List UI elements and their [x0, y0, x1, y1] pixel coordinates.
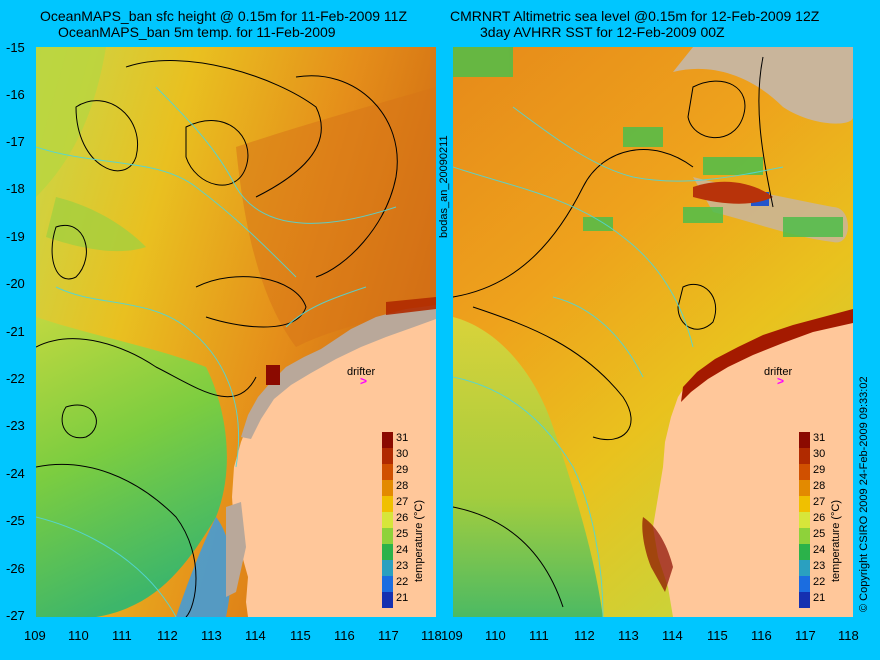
left-sst-map [36, 47, 436, 617]
colorbar-tick-label: 26 [396, 512, 409, 524]
y-tick-label: -22 [6, 371, 25, 386]
y-tick-label: -27 [6, 608, 25, 623]
x-tick-label: 113 [201, 628, 222, 643]
drifter-marker-left: > [360, 374, 368, 388]
x-tick-label: 110 [485, 628, 506, 643]
x-tick-label: 117 [795, 628, 816, 643]
colorbar-tick-label: 29 [396, 464, 409, 476]
colorbar-tick-label: 27 [396, 496, 409, 508]
x-tick-label: 113 [618, 628, 639, 643]
colorbar-tick-label: 26 [813, 512, 826, 524]
colorbar-tick-label: 25 [396, 528, 409, 540]
colorbar-tick-label: 24 [813, 544, 826, 556]
copyright-label: © Copyright CSIRO 2009 24-Feb-2009 09:33… [858, 376, 870, 612]
x-tick-label: 112 [574, 628, 595, 643]
colorbar-swatch [799, 496, 810, 512]
colorbar-tick-label: 23 [396, 560, 409, 572]
colorbar-tick-label: 22 [813, 576, 826, 588]
colorbar-swatch [799, 576, 810, 592]
colorbar-swatch [799, 432, 810, 448]
colorbar-tick-label: 23 [813, 560, 826, 572]
colorbar-swatch [382, 480, 393, 496]
run-id-label: bodas_an_20090211 [438, 135, 450, 238]
colorbar-swatch [799, 448, 810, 464]
colorbar-left [382, 432, 393, 608]
y-tick-label: -25 [6, 513, 25, 528]
colorbar-tick-label: 30 [813, 448, 826, 460]
y-tick-label: -21 [6, 324, 25, 339]
colorbar-tick-label: 31 [396, 432, 409, 444]
colorbar-swatch [799, 512, 810, 528]
colorbar-tick-label: 22 [396, 576, 409, 588]
colorbar-swatch [799, 480, 810, 496]
colorbar-swatch [382, 528, 393, 544]
x-tick-label: 114 [662, 628, 683, 643]
colorbar-swatch [382, 576, 393, 592]
colorbar-swatch [382, 560, 393, 576]
colorbar-swatch [799, 560, 810, 576]
colorbar-tick-label: 27 [813, 496, 826, 508]
x-tick-label: 115 [707, 628, 728, 643]
colorbar-tick-label: 30 [396, 448, 409, 460]
colorbar-tick-label: 29 [813, 464, 826, 476]
colorbar-title-left: temperature (°C) [413, 499, 425, 582]
x-tick-label: 111 [529, 628, 549, 643]
right-title-line1: CMRNRT Altimetric sea level @0.15m for 1… [450, 8, 820, 24]
x-tick-label: 112 [157, 628, 178, 643]
drifter-marker-right: > [777, 374, 785, 388]
x-tick-label: 111 [112, 628, 132, 643]
left-map-panel [36, 47, 436, 617]
y-tick-label: -23 [6, 418, 25, 433]
x-tick-label: 110 [68, 628, 89, 643]
y-tick-label: -15 [6, 40, 25, 55]
colorbar-swatch [382, 512, 393, 528]
x-tick-label: 118 [421, 628, 442, 643]
drifter-label-right: drifter [764, 366, 793, 378]
colorbar-swatch [799, 544, 810, 560]
colorbar-title-right: temperature (°C) [830, 499, 842, 582]
colorbar-swatch [382, 544, 393, 560]
y-tick-label: -26 [6, 561, 25, 576]
y-tick-label: -18 [6, 181, 25, 196]
colorbar-swatch [382, 464, 393, 480]
colorbar-swatch [382, 432, 393, 448]
x-tick-label: 118 [838, 628, 859, 643]
colorbar-right [799, 432, 810, 608]
colorbar-tick-label: 24 [396, 544, 409, 556]
right-map-panel [453, 47, 853, 617]
left-title-line2: OceanMAPS_ban 5m temp. for 11-Feb-2009 [58, 24, 336, 40]
colorbar-tick-label: 25 [813, 528, 826, 540]
right-sst-map [453, 47, 853, 617]
colorbar-tick-label: 28 [813, 480, 826, 492]
x-tick-label: 115 [290, 628, 311, 643]
x-tick-label: 117 [378, 628, 399, 643]
x-tick-label: 109 [441, 628, 463, 643]
x-tick-label: 109 [24, 628, 46, 643]
right-title-line2: 3day AVHRR SST for 12-Feb-2009 00Z [480, 24, 725, 40]
y-tick-label: -17 [6, 134, 25, 149]
colorbar-swatch [382, 592, 393, 608]
y-tick-label: -20 [6, 276, 25, 291]
colorbar-tick-label: 31 [813, 432, 826, 444]
colorbar-swatch [382, 448, 393, 464]
colorbar-tick-label: 28 [396, 480, 409, 492]
colorbar-swatch [799, 528, 810, 544]
y-tick-label: -16 [6, 87, 25, 102]
left-title-line1: OceanMAPS_ban sfc height @ 0.15m for 11-… [40, 8, 408, 24]
colorbar-tick-label: 21 [813, 592, 826, 604]
drifter-label-left: drifter [347, 366, 376, 378]
x-tick-label: 116 [751, 628, 772, 643]
colorbar-swatch [799, 464, 810, 480]
colorbar-tick-label: 21 [396, 592, 409, 604]
colorbar-swatch [382, 496, 393, 512]
x-tick-label: 114 [245, 628, 266, 643]
x-tick-label: 116 [334, 628, 355, 643]
y-tick-label: -19 [6, 229, 25, 244]
colorbar-swatch [799, 592, 810, 608]
y-tick-label: -24 [6, 466, 25, 481]
